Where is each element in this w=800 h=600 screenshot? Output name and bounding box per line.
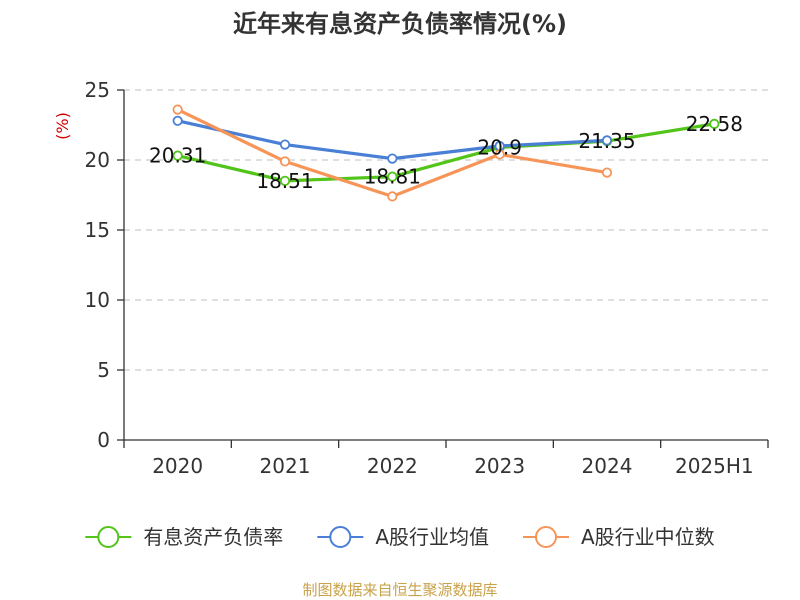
- data-point: [279, 156, 291, 167]
- legend-label: 有息资产负债率: [143, 525, 283, 549]
- legend-item[interactable]: A股行业均值: [317, 525, 489, 549]
- legend-item[interactable]: 有息资产负债率: [85, 525, 283, 549]
- x-tick-label: 2023: [474, 454, 525, 478]
- series-line-0: [177, 122, 715, 183]
- y-tick-label: 0: [97, 428, 110, 452]
- data-point: [387, 191, 398, 202]
- data-point: [494, 149, 505, 160]
- data-point: [172, 115, 183, 126]
- y-tick-label: 15: [85, 218, 110, 242]
- x-tick-label: 2022: [367, 454, 418, 478]
- data-point: [279, 139, 291, 150]
- series-group: [172, 104, 720, 202]
- axes: 0 5 10 15 20 25 2020 2021 2022 2023 2024 2025H1: [85, 78, 769, 478]
- data-point: [387, 171, 398, 182]
- data-point: [601, 167, 613, 178]
- grid-lines: [124, 89, 768, 371]
- x-tick-label: 2020: [152, 454, 203, 478]
- data-point: [279, 175, 291, 186]
- legend-marker: [97, 526, 120, 548]
- data-label: 20.31: [149, 144, 206, 168]
- data-label: 18.51: [256, 169, 313, 193]
- data-label: 20.9: [477, 135, 522, 159]
- y-tick-label: 20: [85, 148, 110, 172]
- x-tick-label: 2021: [260, 454, 311, 478]
- chart-title: 近年来有息资产负债率情况(%): [233, 10, 567, 38]
- data-point: [172, 104, 183, 115]
- y-tick-label: 10: [85, 288, 110, 312]
- legend-marker: [329, 526, 352, 548]
- data-label: 22.58: [686, 112, 743, 136]
- legend-marker: [535, 526, 557, 548]
- data-point: [172, 150, 183, 161]
- y-tick-label: 5: [97, 358, 110, 382]
- data-point: [387, 153, 398, 164]
- data-label: 18.81: [364, 165, 421, 189]
- legend: 有息资产负债率 A股行业均值 A股行业中位数: [85, 525, 715, 549]
- y-tick-label: 25: [85, 78, 110, 102]
- data-point: [601, 135, 613, 146]
- legend-label: A股行业中位数: [581, 525, 715, 549]
- legend-item[interactable]: A股行业中位数: [523, 525, 715, 549]
- data-point: [709, 118, 720, 129]
- legend-label: A股行业均值: [375, 525, 489, 549]
- data-label: 21.35: [578, 129, 635, 153]
- x-tick-label: 2024: [582, 454, 633, 478]
- source-note: 制图数据来自恒生聚源数据库: [302, 581, 497, 599]
- x-tick-label: 2025H1: [675, 454, 754, 478]
- y-axis-label: (%): [53, 112, 72, 140]
- data-labels: 20.31 18.51 18.81 20.9 21.35 22.58: [149, 112, 743, 193]
